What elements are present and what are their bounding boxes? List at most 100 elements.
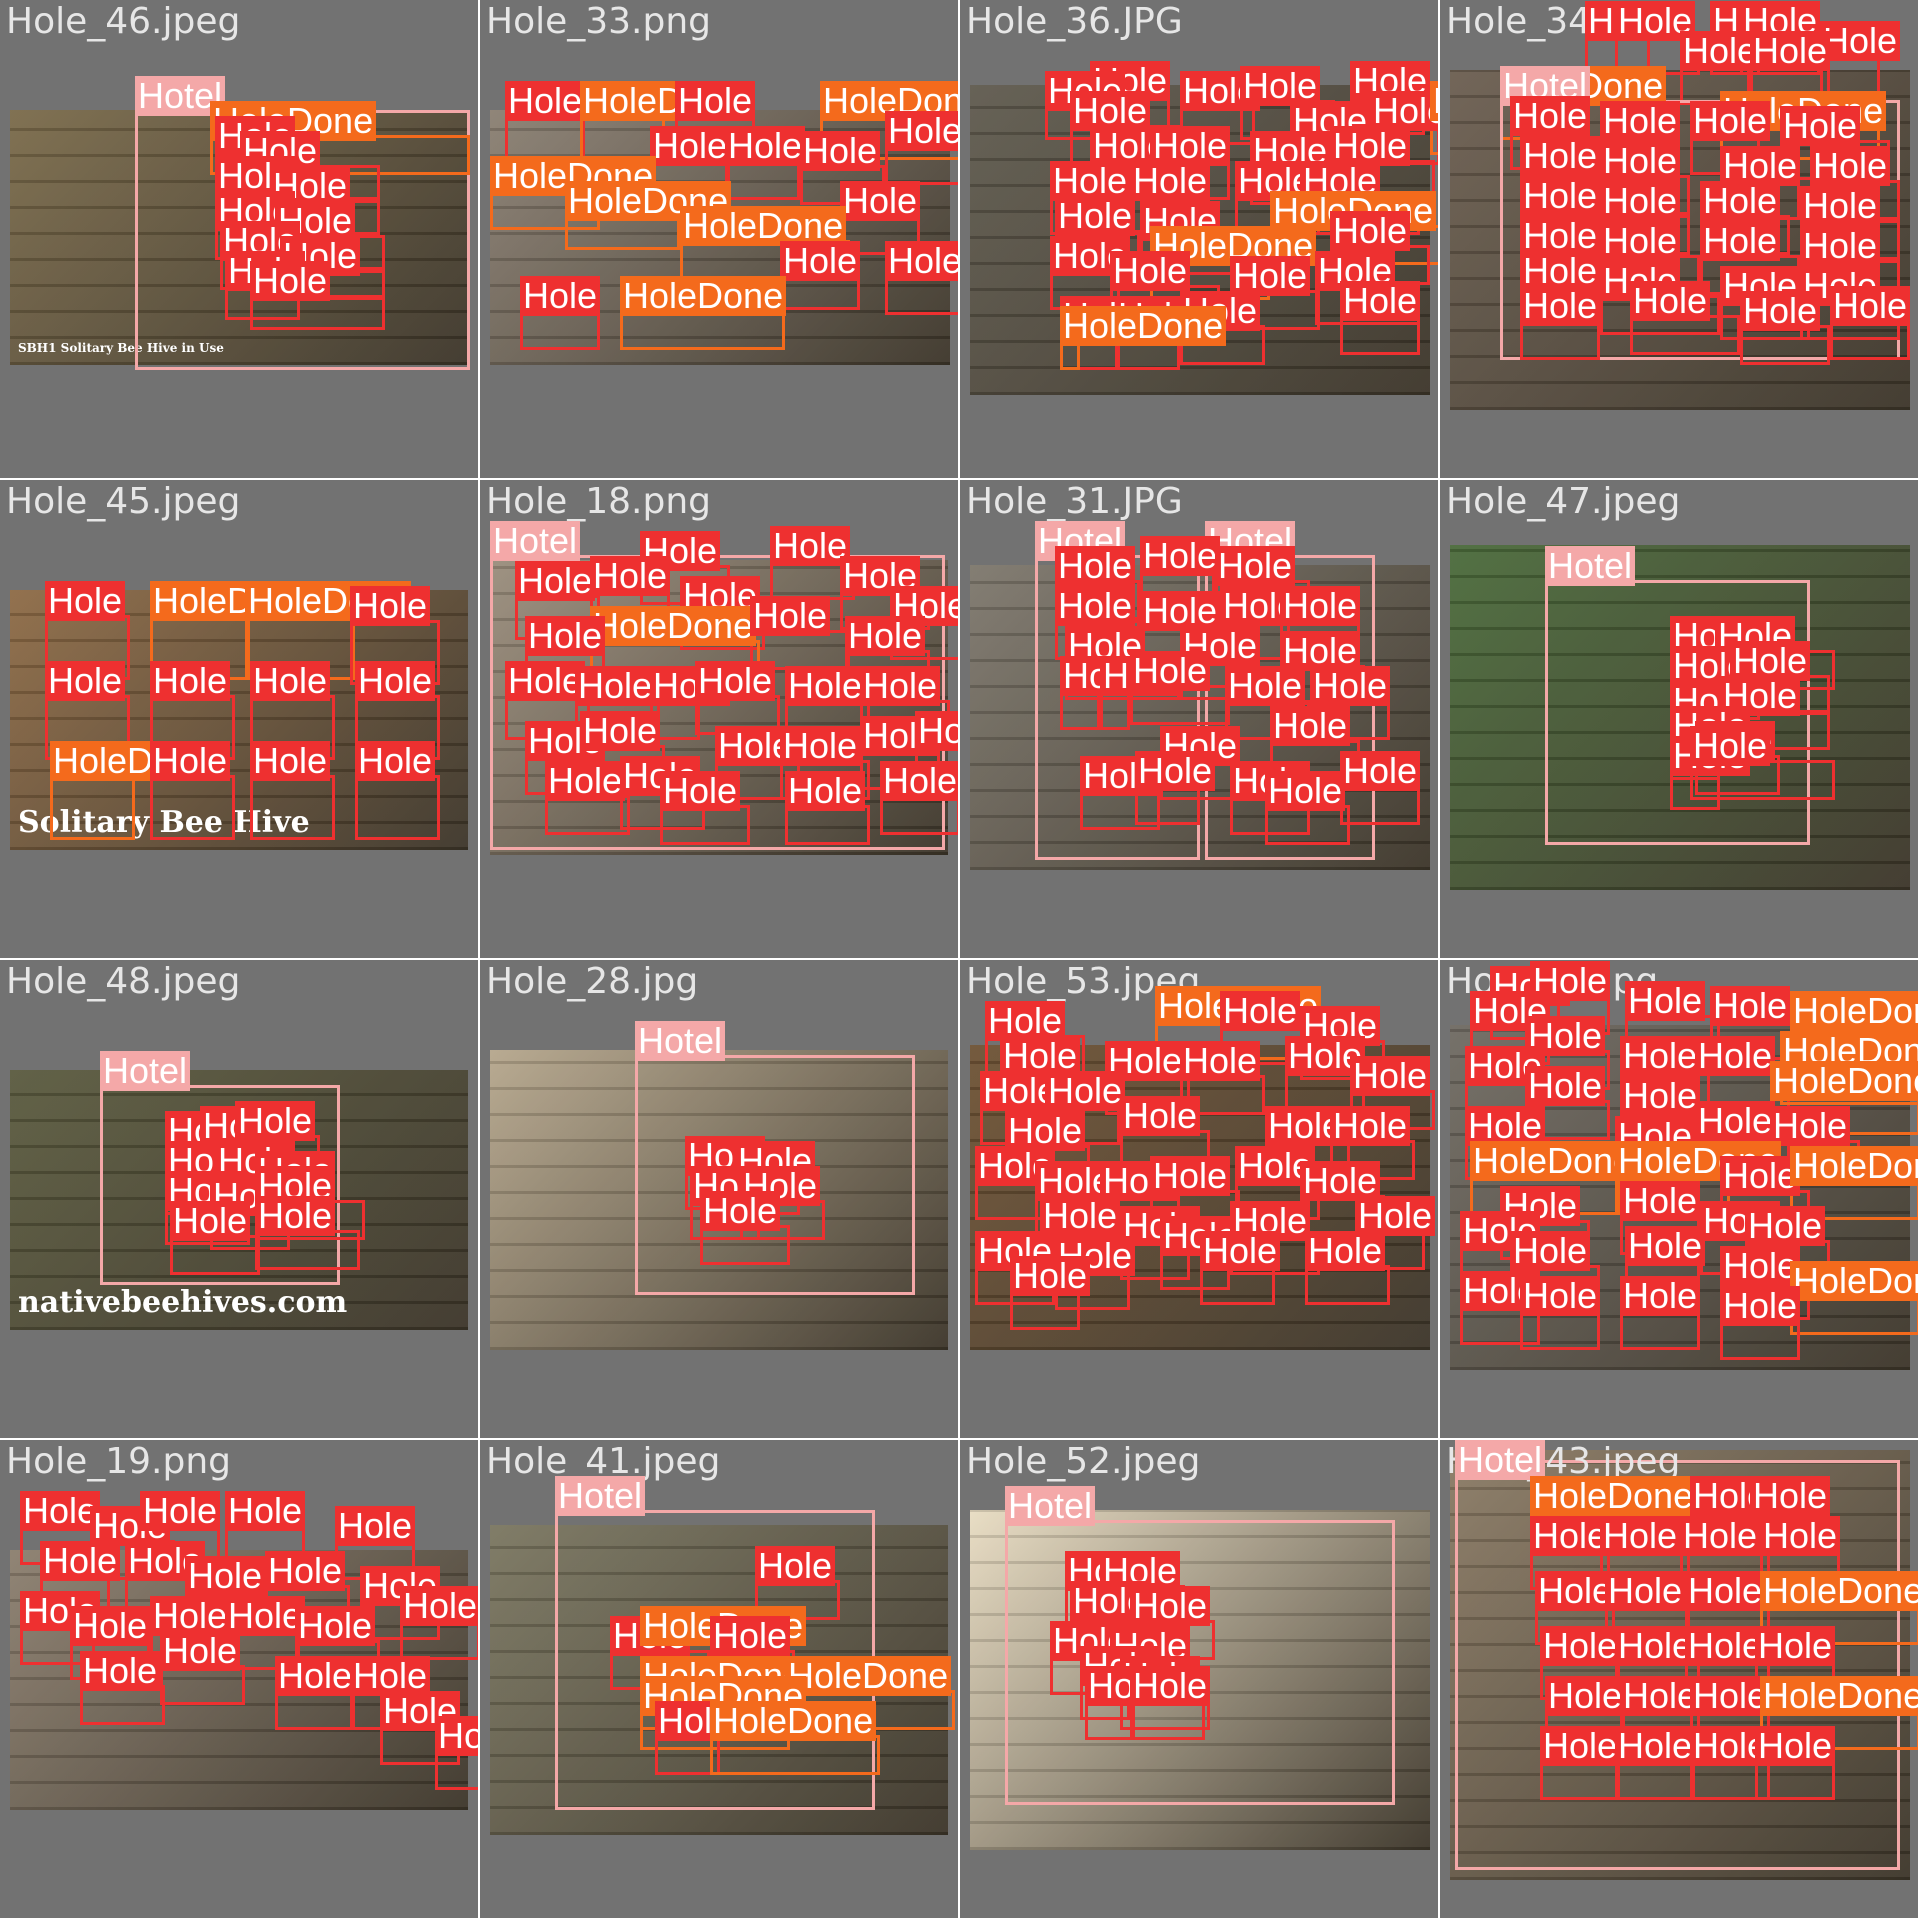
bbox-label: Hole — [1305, 1231, 1386, 1271]
bbox-label: Hole — [755, 1546, 836, 1586]
photo-caption: nativebeehives.com — [18, 1285, 348, 1320]
bbox-label: Hole — [1625, 981, 1706, 1021]
bbox-label: Hole — [1695, 1036, 1776, 1076]
bbox-label: Hole — [650, 126, 731, 166]
bbox-label: Hole — [435, 1716, 478, 1756]
bbox-label: Hole — [985, 1001, 1066, 1041]
bbox-label: Hole — [1530, 1516, 1611, 1556]
bbox-label: Hole — [840, 181, 921, 221]
bbox-label: Hole — [915, 711, 958, 751]
bbox-label: Hole — [1720, 146, 1801, 186]
bbox-hole — [1265, 805, 1350, 845]
bbox-label: Hotel — [1545, 546, 1636, 586]
bbox-label: Hole — [1600, 1516, 1681, 1556]
bbox-hotel — [1455, 1460, 1900, 1870]
image-tile: Hole_34.jpgHoleHoleHoleHoleHoleHoleHoleH… — [1440, 0, 1918, 478]
bbox-label: Hole — [1340, 751, 1421, 791]
bbox-label: Hole — [1280, 631, 1361, 671]
bbox-hole-done — [620, 310, 785, 350]
bbox-label: Hole — [1180, 1041, 1261, 1081]
bbox-label: Hole — [660, 771, 741, 811]
bbox-hotel — [635, 1055, 915, 1295]
image-tile: Hole_31.JPG Hotel Hotel Hole Hole Hole Hole Hol… — [960, 480, 1438, 958]
bbox-label: Hole — [1620, 1036, 1701, 1076]
image-tile: Hole_36.JPGHoleHoleHoleHoleHoleHoleHoleD… — [960, 0, 1438, 478]
bbox-label: Hole — [1005, 1111, 1086, 1151]
bbox-label: Hole — [1780, 106, 1861, 146]
bbox-label: Hole — [225, 1491, 306, 1531]
bbox-label: Hole — [505, 661, 586, 701]
bbox-label: Hole — [545, 761, 626, 801]
bbox-label: HoleDone — [590, 606, 757, 646]
bbox-label: Hole — [1465, 1106, 1546, 1146]
bbox-label: Hole — [45, 661, 126, 701]
bbox-label: Hole — [1270, 706, 1351, 746]
tile-filename: Hole_47.jpeg — [1446, 481, 1681, 522]
bbox-label: HoleDone — [680, 206, 847, 246]
bbox-label: Hole — [1540, 1626, 1621, 1666]
bbox-hole — [505, 115, 585, 160]
bbox-hole — [355, 775, 440, 840]
bbox-label: Hole — [1130, 1586, 1211, 1626]
bbox-label: Hotel — [1455, 1440, 1546, 1480]
bbox-label: Hole — [1280, 586, 1361, 626]
bbox-label: Hole — [1525, 1066, 1606, 1106]
photo-caption: Solitary Bee Hive — [18, 805, 310, 840]
bbox-hole — [785, 805, 870, 845]
bbox-label: Hole — [1240, 66, 1321, 106]
bbox-label: Hole — [40, 1541, 121, 1581]
bbox-hole-done — [1790, 1295, 1918, 1335]
bbox-label: Hole — [1605, 1571, 1686, 1611]
bbox-label: Hole — [350, 586, 431, 626]
image-tile: Hole_52.jpeg Hotel Hole Hole Hole Hole Hole Hol… — [960, 1440, 1438, 1918]
bbox-label: Hole — [1130, 651, 1211, 691]
bbox-label: Hole — [750, 596, 831, 636]
bbox-label: Hole — [725, 126, 806, 166]
bbox-label: Hole — [250, 661, 331, 701]
bbox-label: Hole — [785, 666, 866, 706]
bbox-label: Hole — [1720, 1246, 1801, 1286]
bbox-label: Hole — [1330, 126, 1411, 166]
bbox-label: Hole — [1600, 101, 1681, 141]
bbox-label: Hole — [1700, 221, 1781, 261]
bbox-label: Hole — [1045, 1071, 1126, 1111]
bbox-label: Hole — [1300, 1161, 1381, 1201]
image-tile: Hole_53.jpegHoleHoleDoneHoleHoleHoleHole… — [960, 960, 1438, 1438]
bbox-hole — [1100, 690, 1130, 730]
bbox-label: Hole — [695, 661, 776, 701]
bbox-hole — [1200, 1265, 1275, 1305]
bbox-label: Hole — [785, 771, 866, 811]
bbox-label: Hole — [80, 1651, 161, 1691]
tile-filename: Hole_19.png — [6, 1441, 232, 1482]
bbox-label: Hole — [1800, 186, 1881, 226]
bbox-label: Hole — [1230, 256, 1311, 296]
bbox-label: Hole — [700, 1191, 781, 1231]
bbox-label: Hole — [1600, 141, 1681, 181]
bbox-label: HoleDone — [710, 1701, 877, 1741]
bbox-label: Hole — [1680, 31, 1761, 71]
bbox-label: Hole — [1755, 1726, 1836, 1766]
bbox-label: Hotel — [100, 1051, 191, 1091]
bbox-label: Hole — [265, 1551, 346, 1591]
bbox-label: Hole — [1720, 1156, 1801, 1196]
bbox-label: Hole — [1745, 1206, 1826, 1246]
bbox-hole — [725, 160, 800, 200]
tile-filename: Hole_41.jpeg — [486, 1441, 721, 1482]
image-tile: nativebeehives.com Hole_48.jpeg Hotel Hole H… — [0, 960, 478, 1438]
bbox-label: Hole — [1520, 286, 1601, 326]
bbox-hole — [1615, 1760, 1695, 1800]
bbox-hole — [80, 1685, 165, 1725]
bbox-label: Hole — [580, 711, 661, 751]
bbox-label: Hole — [1150, 1156, 1231, 1196]
bbox-label: Hole — [1710, 986, 1791, 1026]
bbox-label: Hole — [140, 1491, 221, 1531]
image-tile: Hole_43.jpeg Hotel HoleDone Hole Hole Hole Hol… — [1440, 1440, 1918, 1918]
bbox-label: Hole — [1600, 181, 1681, 221]
bbox-label: Hole — [1685, 1571, 1766, 1611]
bbox-label: Hole — [1620, 1076, 1701, 1116]
image-tile: Hole_33.pngHoleHoleDoneHoleHoleDoneHoleH… — [480, 0, 958, 478]
bbox-label: Hole — [1625, 1226, 1706, 1266]
tile-filename: Hole_31.JPG — [966, 481, 1183, 522]
bbox-hole — [1755, 1760, 1835, 1800]
bbox-label: Hole — [335, 1506, 416, 1546]
